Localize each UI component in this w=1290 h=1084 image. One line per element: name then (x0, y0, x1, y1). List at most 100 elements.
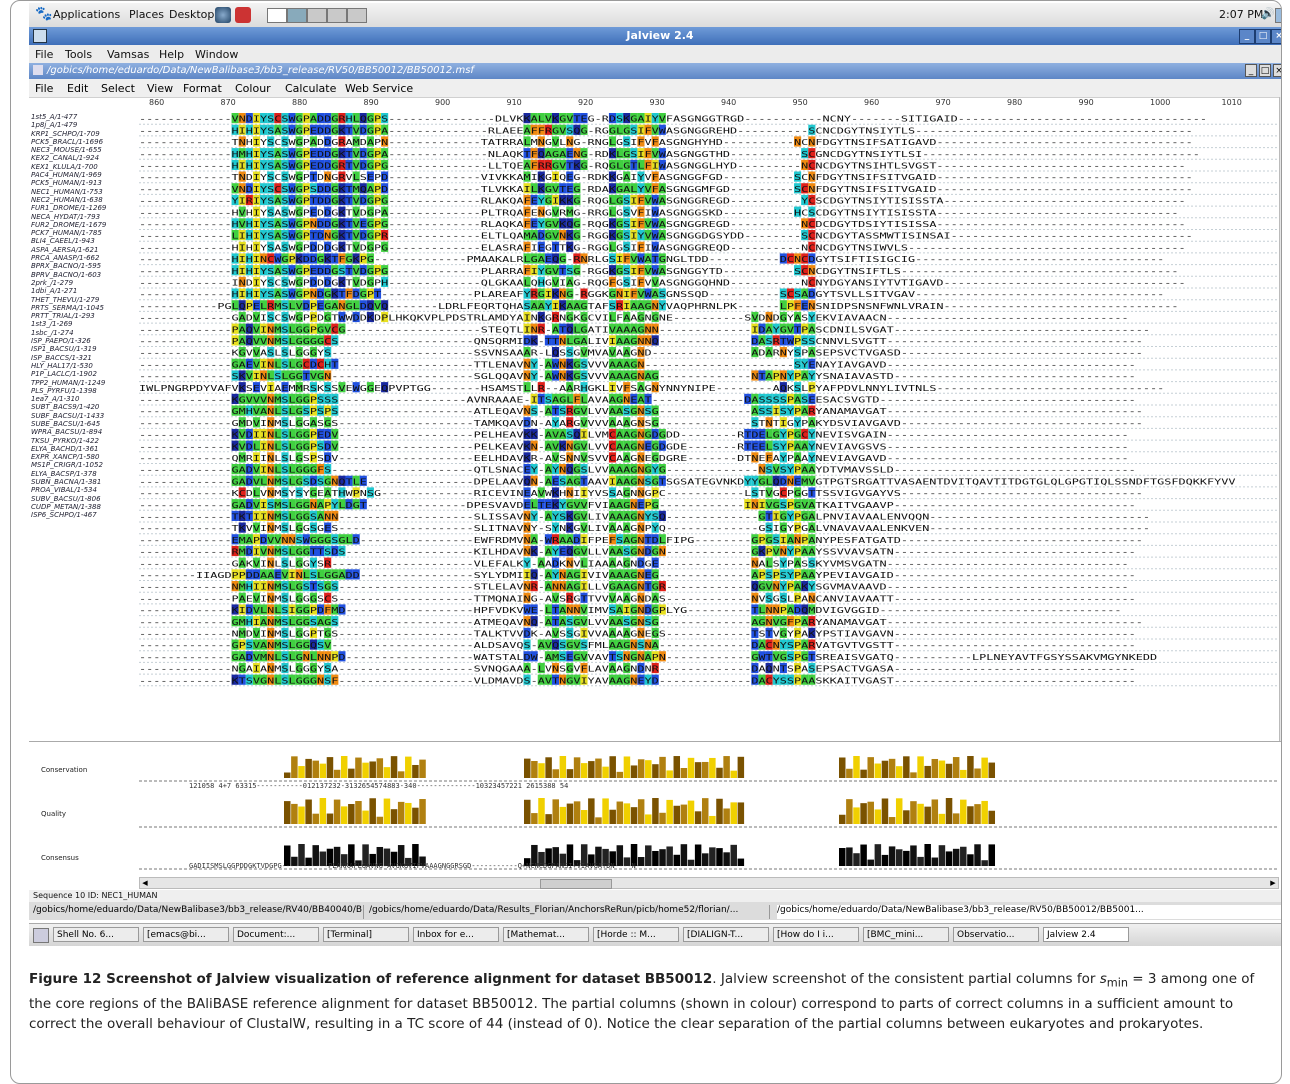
sequence-name[interactable]: NECA_HYDAT/1-793 (31, 212, 101, 221)
doc-menu-webservice[interactable]: Web Service (345, 82, 414, 95)
alignment-row[interactable]: -------------HIHIYSASWGPDDDGKTVDGPG-----… (139, 241, 1279, 254)
sequence-name[interactable]: SUBE_BACSU/1-645 (31, 419, 101, 428)
sequence-id-panel[interactable]: 1st5_A/1-477 1p8j_A/1-479 KRP1_SCHPO/1-709… (29, 113, 139, 688)
doc-menu-calculate[interactable]: Calculate (285, 82, 337, 95)
sequence-name[interactable]: ISP1_BACSU/1-319 (31, 345, 97, 354)
alignment-row[interactable]: -------------INDIYSCSWGPDDDGKTVDGPH-----… (139, 276, 1279, 289)
sequence-name[interactable]: KEX2_CANAL/1-924 (31, 154, 100, 163)
alignment-row[interactable]: -------------KGVVASLSLGGGYS-------------… (139, 347, 1279, 359)
alignment-row[interactable]: -------------PAEVINMSLGGGSCS------------… (139, 592, 1279, 605)
sequence-name[interactable]: PRCA_ANASP/1-662 (31, 254, 100, 263)
alignment-row[interactable]: -------------NMHIINMSLGSTSGS------------… (139, 581, 1279, 593)
alignment-row[interactable]: -------------TNDIYSCSWGPTDNGRVLSEPD-----… (139, 171, 1279, 184)
hscroll-thumb[interactable] (540, 879, 612, 889)
sequence-name[interactable]: 1dbi_A/1-271 (31, 287, 78, 296)
alignment-row[interactable]: -------------PAQVINMSLGGPGVCG-----------… (139, 323, 1279, 336)
taskbar-button[interactable]: [Mathemat... (503, 927, 589, 942)
sequence-name[interactable]: PRTT_TRIAL/1-293 (31, 312, 95, 321)
taskbar-button[interactable]: [DIALIGN-T... (683, 927, 769, 942)
alignment-row[interactable]: -------------TNHIYSCSWGPADDGRAMDAPN-----… (139, 136, 1279, 149)
alignment-row[interactable]: -------------YIRIYSASWGPTDDGKTVDGPG-----… (139, 194, 1279, 207)
sequence-name[interactable]: SUBT_BACS9/1-420 (31, 403, 100, 412)
sequence-name[interactable]: PCK5_HUMAN/1-913 (31, 179, 102, 188)
sequence-name[interactable]: NEC1_HUMAN/1-753 (31, 187, 103, 196)
sequence-name[interactable]: FUR1_DROME/1-1269 (31, 204, 107, 213)
sequence-name[interactable]: BLI4_CAEEL/1-943 (31, 237, 95, 246)
taskbar-button[interactable]: Shell No. 6... (53, 927, 139, 942)
alignment-row[interactable]: -------------GAKVINLSLGGYSR-------------… (139, 557, 1279, 570)
applications-menu[interactable]: Applications (53, 8, 121, 21)
alignment-row[interactable]: -------------KVDIINLSLGGPEDV------------… (139, 428, 1279, 441)
alignment-row[interactable]: -------------HIHIYSASWGPNDGKTFDGPT------… (139, 288, 1279, 301)
clock[interactable]: 2:07 PM (1219, 8, 1264, 21)
alignment-row[interactable]: -------------HIHIYSASWGPEDDGRTVDGPG-----… (139, 159, 1279, 172)
alignment-row[interactable]: -------------KIDVLNLSIGGPDFMD-----------… (139, 604, 1279, 617)
sequence-name[interactable]: 1st3_/1-269 (31, 320, 73, 329)
sequence-name[interactable]: ELYA_BACHD/1-361 (31, 444, 99, 453)
sequence-name[interactable]: NEC2_HUMAN/1-638 (31, 195, 103, 204)
alignment-row[interactable]: --------IIAGDPPDDAAEVINLSLGGADD---------… (139, 569, 1279, 581)
doc-maximize-button[interactable]: □ (1259, 64, 1271, 77)
taskbar-button[interactable]: [BMC_mini... (863, 927, 949, 942)
logout-icon[interactable] (235, 7, 251, 23)
scroll-thumb[interactable] (1281, 151, 1282, 733)
workspace-3[interactable] (307, 8, 327, 23)
browser-icon[interactable] (215, 7, 231, 23)
alignment-row[interactable]: -------------HIHINCWGPKDDGKTFGKPG-------… (139, 253, 1279, 266)
sequence-name[interactable]: BPRV_BACNO/1-603 (31, 270, 102, 279)
window-tab-3[interactable]: /gobics/home/eduardo/Data/NewBalibase3/b… (777, 905, 1281, 919)
workspace-1[interactable] (267, 8, 287, 23)
taskbar-button[interactable]: [Terminal] (323, 927, 409, 942)
sequence-name[interactable]: KRP1_SCHPO/1-709 (31, 129, 100, 138)
alignment-row[interactable]: -------------PAQVVNMSLGGGGCS------------… (139, 335, 1279, 347)
sequence-name[interactable]: ISP_PAEPO/1-326 (31, 337, 91, 346)
alignment-panel[interactable]: -------------VNDIYSCSWGPADDGRHLQGPS-----… (139, 113, 1279, 688)
desktop-menu[interactable]: Desktop (169, 8, 215, 21)
sequence-name[interactable]: SUBF_BACSU/1-1433 (31, 411, 105, 420)
show-desktop-icon[interactable] (1275, 8, 1281, 23)
alignment-row[interactable]: -------------HVHIYSASWGPNDDGKTVEGPG-----… (139, 218, 1279, 230)
hscroll-right-arrow[interactable]: ▶ (1270, 879, 1276, 887)
sequence-name[interactable]: FUR2_DROME/1-1679 (31, 220, 107, 229)
sequence-name[interactable]: P1P_LACLC/1-1902 (31, 370, 97, 379)
workspace-4[interactable] (327, 8, 347, 23)
alignment-row[interactable]: -------------GPSVANMSLGGQSV-------------… (139, 639, 1279, 652)
alignment-row[interactable]: -------------NMDVINMSLGGPTGS------------… (139, 627, 1279, 640)
scroll-down-arrow[interactable]: ▼ (1281, 734, 1282, 745)
sequence-name[interactable]: MS1P_CRIGR/1-1052 (31, 461, 103, 470)
alignment-row[interactable]: -------------GADVMNLSLGNLNNPD-----------… (139, 651, 1279, 663)
alignment-row[interactable]: -------------SKVINLSLGGTVGN-------------… (139, 370, 1279, 383)
alignment-row[interactable]: -------------GAEVINLSLGCDCHT------------… (139, 358, 1279, 371)
sequence-name[interactable]: CUDP_METAN/1-388 (31, 502, 101, 511)
sequence-name[interactable]: EXPR_XANCP/1-580 (31, 453, 100, 462)
taskbar-button[interactable]: Inbox for e... (413, 927, 499, 942)
sequence-name[interactable]: ELYA_BACSP/1-378 (31, 469, 97, 478)
sequence-name[interactable]: SUBV_BACSU/1-806 (31, 494, 101, 503)
sequence-name[interactable]: ISP_BACCS/1-321 (31, 353, 92, 362)
sequence-name[interactable]: SUBN_BACNA/1-381 (31, 478, 102, 487)
sequence-name[interactable]: PCK5_BRACL/1-1696 (31, 137, 104, 146)
hscroll-left-arrow[interactable]: ◀ (142, 879, 148, 887)
sequence-name[interactable]: HLY_HAL17/1-530 (31, 361, 93, 370)
taskbar-button[interactable]: [How do I i... (773, 927, 859, 942)
sequence-name[interactable]: 1ea7_A/1-310 (31, 395, 80, 404)
doc-menu-colour[interactable]: Colour (235, 82, 271, 95)
workspace-2[interactable] (287, 8, 307, 23)
doc-menu-file[interactable]: File (35, 82, 54, 95)
taskbar-button[interactable]: [Horde :: M... (593, 927, 679, 942)
doc-menu-format[interactable]: Format (183, 82, 222, 95)
menu-vamsas[interactable]: Vamsas (107, 48, 150, 61)
alignment-row[interactable]: -------------HIHIYSASWGPEDDGKTVDGPA-----… (139, 124, 1279, 137)
sequence-name[interactable]: 2prk_/1-279 (31, 278, 74, 287)
sequence-name[interactable]: PROA_VIBAL/1-534 (31, 486, 97, 495)
alignment-row[interactable]: -------------KCDLVNMSYSYGEATHWPNSG------… (139, 487, 1279, 500)
alignment-row[interactable]: -------------GADVINLSLGGGFS-------------… (139, 464, 1279, 476)
alignment-row[interactable]: -------------VNDIYSCSWGPADDGRHLQGPS-----… (139, 113, 1279, 125)
alignment-row[interactable]: -------------HIHIYSASWGPEDDGSTVDGPG-----… (139, 265, 1279, 277)
doc-minimize-button[interactable]: _ (1245, 64, 1257, 77)
sequence-name[interactable]: 1st5_A/1-477 (31, 113, 78, 121)
taskbar-button[interactable]: [emacs@bi... (143, 927, 229, 942)
gnome-foot-icon[interactable]: 🐾 (35, 6, 53, 22)
alignment-row[interactable]: -------------GADVLNMSLGSDSGNQTLE--------… (139, 475, 1279, 488)
alignment-row[interactable]: -------------GMHIANMSLGGSAGS------------… (139, 616, 1279, 628)
